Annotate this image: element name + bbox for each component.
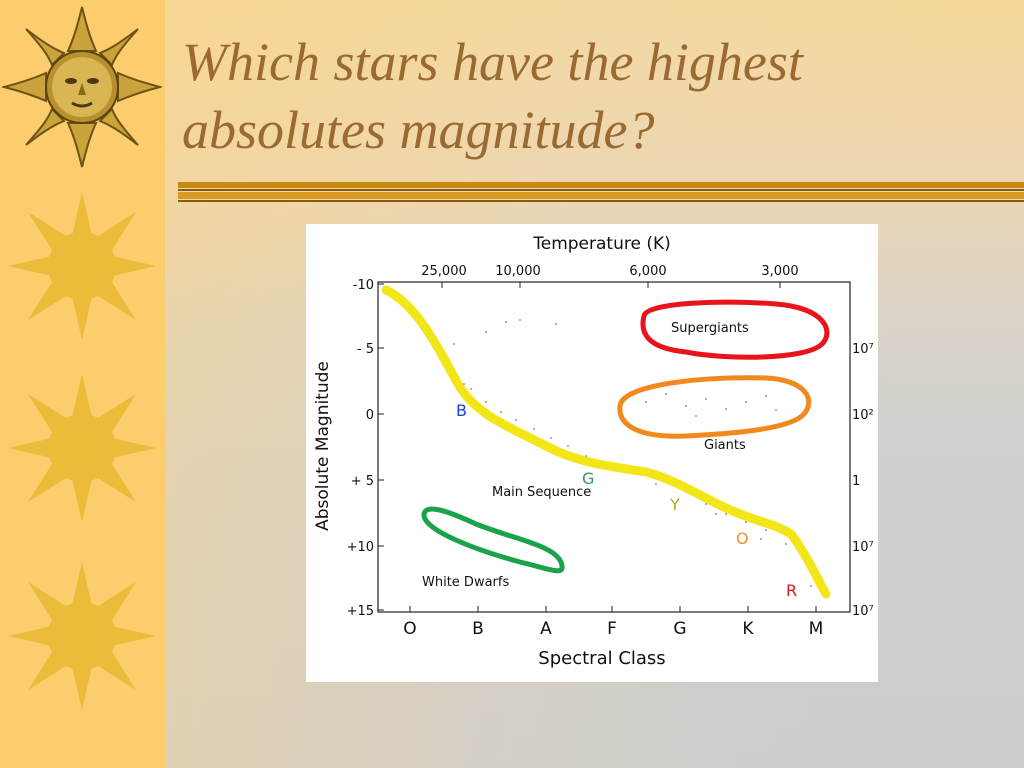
top-tick: 10,000 (495, 264, 541, 279)
right-tick: 10⁷ (852, 540, 874, 555)
supergiants-label: Supergiants (671, 321, 749, 336)
star-marker-g: G (582, 469, 594, 488)
star-marker-b: B (456, 401, 467, 420)
sun-icon (8, 374, 156, 522)
hr-diagram: Temperature (K) Spectral Class Absolute … (306, 224, 878, 682)
star-marker-y: Y (669, 495, 680, 514)
right-tick: 10² (852, 408, 874, 423)
bottom-axis-title: Spectral Class (538, 648, 665, 669)
spectral-class-tick: K (742, 619, 754, 639)
spectral-class-tick: B (472, 619, 484, 639)
left-tick: - 5 (357, 342, 374, 357)
right-tick: 10⁷ (852, 604, 874, 619)
top-tick: 3,000 (761, 264, 798, 279)
left-axis-title: Absolute Magnitude (313, 361, 333, 531)
title-divider (178, 182, 1024, 202)
main-sequence-label: Main Sequence (492, 485, 591, 500)
giants-label: Giants (704, 438, 746, 453)
left-tick: +15 (347, 604, 374, 619)
sun-icon (8, 562, 156, 710)
sun-icon (8, 192, 156, 340)
spectral-class-tick: M (809, 619, 824, 639)
top-axis-title: Temperature (K) (532, 234, 671, 254)
left-tick: + 5 (351, 474, 374, 489)
plot-frame (377, 281, 851, 613)
giants-loop (617, 375, 812, 439)
star-marker-o: O (736, 529, 749, 548)
slide-title: Which stars have the highest absolutes m… (182, 32, 803, 160)
star-marker-r: R (786, 581, 797, 600)
left-decorative-strip (0, 0, 165, 768)
left-tick: +10 (347, 540, 374, 555)
sun-face-icon (2, 6, 162, 168)
right-tick: 1 (852, 474, 860, 489)
left-tick: 0 (366, 408, 374, 423)
white-dwarfs-loop (421, 506, 565, 574)
left-tick: -10 (353, 278, 374, 293)
spectral-class-tick: F (607, 619, 617, 639)
top-tick: 25,000 (421, 264, 467, 279)
spectral-class-tick: G (673, 619, 686, 639)
spectral-class-tick: O (403, 619, 416, 639)
spectral-class-tick: A (540, 619, 552, 639)
supergiants-loop (640, 299, 830, 360)
right-tick: 10⁷ (852, 342, 874, 357)
top-tick: 6,000 (629, 264, 666, 279)
main-sequence-band (381, 285, 831, 599)
white-dwarfs-label: White Dwarfs (422, 575, 509, 590)
